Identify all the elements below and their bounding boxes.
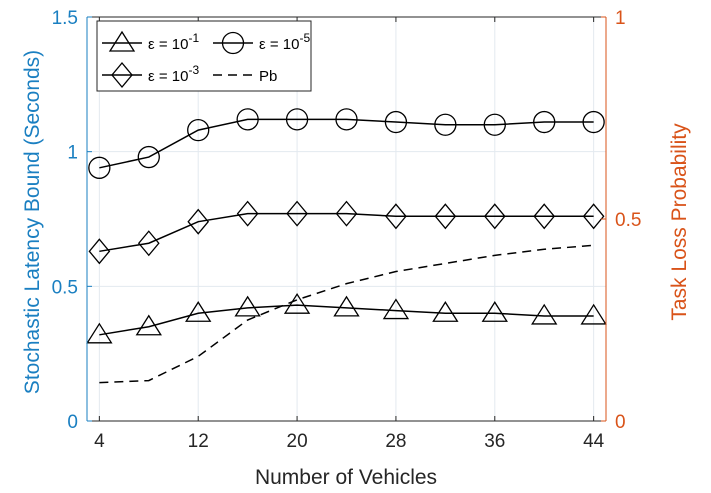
data-point-triangle — [283, 292, 311, 314]
data-point-diamond — [434, 203, 457, 230]
data-point-diamond — [187, 208, 210, 235]
legend-label-exponent: -5 — [299, 31, 310, 45]
legend-label-exponent: -3 — [188, 63, 199, 77]
data-point-diamond — [236, 200, 259, 227]
y-axis-right-label: Task Loss Probability — [668, 123, 691, 321]
x-tick-label: 36 — [484, 431, 505, 452]
legend-label-exponent: -1 — [188, 31, 199, 45]
data-point-triangle — [580, 303, 607, 325]
data-point-diamond — [137, 230, 160, 257]
legend-label: Pb — [259, 68, 277, 85]
x-tick-label: 4 — [94, 431, 105, 452]
y-left-tick-label: 1.5 — [52, 8, 78, 29]
legend-label: ε = 10-1 — [148, 31, 199, 53]
data-point-triangle — [185, 301, 212, 322]
data-point-circle — [187, 118, 210, 142]
axes — [86, 16, 607, 422]
x-tick-label: 44 — [583, 431, 605, 452]
y-axis-left-label: Stochastic Latency Bound (Seconds) — [21, 50, 44, 394]
series-line-triangle — [99, 304, 594, 336]
data-point-circle — [137, 145, 160, 169]
data-point-triangle — [108, 30, 136, 52]
data-point-triangle — [432, 301, 459, 322]
series-line-diamond — [99, 212, 594, 253]
data-point-diamond — [533, 203, 556, 230]
y-left-tick-label: 1 — [67, 143, 78, 164]
data-point-triangle — [135, 314, 162, 336]
data-point-circle — [236, 108, 259, 131]
y-right-tick-label: 1 — [615, 8, 626, 29]
data-point-triangle — [333, 295, 360, 317]
data-point-triangle — [481, 301, 508, 322]
legend-entries: ε = 10-1 ε = 10-5ε = 10-3 Pb — [102, 30, 310, 89]
data-point-diamond — [286, 200, 308, 227]
data-point-circle — [483, 113, 506, 136]
data-point-triangle — [234, 295, 261, 317]
data-point-circle — [88, 156, 111, 179]
data-point-diamond — [483, 203, 506, 230]
x-axis-label: Number of Vehicles — [255, 466, 437, 489]
data-point-circle — [434, 113, 457, 136]
legend-label-base: ε = 10 — [259, 36, 299, 53]
series-layer — [86, 108, 607, 384]
data-point-circle — [221, 31, 245, 55]
y-right-tick-label: 0.5 — [615, 210, 641, 231]
legend-label: ε = 10-5 — [259, 31, 310, 53]
data-point-circle — [582, 110, 605, 134]
tick-labels: 4 12 20 28 36 44 0 0.5 1 1.5 0 0.5 1 — [52, 8, 642, 452]
legend-label-base: ε = 10 — [148, 36, 188, 53]
series-line-circle — [99, 118, 594, 169]
data-point-diamond — [385, 203, 407, 230]
data-point-triangle — [531, 303, 558, 325]
data-point-triangle — [86, 322, 113, 344]
data-point-diamond — [335, 200, 358, 227]
series-line-pb — [99, 244, 594, 384]
data-point-circle — [533, 110, 556, 134]
y-left-tick-label: 0 — [67, 412, 78, 433]
x-tick-label: 20 — [287, 431, 308, 452]
legend-box — [96, 20, 312, 92]
x-tick-label: 12 — [188, 431, 209, 452]
y-right-tick-label: 0 — [615, 412, 626, 433]
data-point-circle — [285, 108, 309, 131]
legend-label: ε = 10-3 — [148, 63, 199, 85]
legend: ε = 10-1 ε = 10-5ε = 10-3 Pb — [96, 20, 312, 92]
y-left-tick-label: 0.5 — [52, 277, 78, 298]
data-point-diamond — [111, 61, 133, 89]
data-point-circle — [384, 110, 408, 134]
data-point-diamond — [88, 238, 111, 265]
legend-label-base: ε = 10 — [148, 68, 188, 85]
x-tick-label: 28 — [385, 431, 406, 452]
data-point-diamond — [582, 203, 605, 230]
data-point-circle — [335, 108, 358, 131]
data-point-triangle — [382, 298, 410, 320]
